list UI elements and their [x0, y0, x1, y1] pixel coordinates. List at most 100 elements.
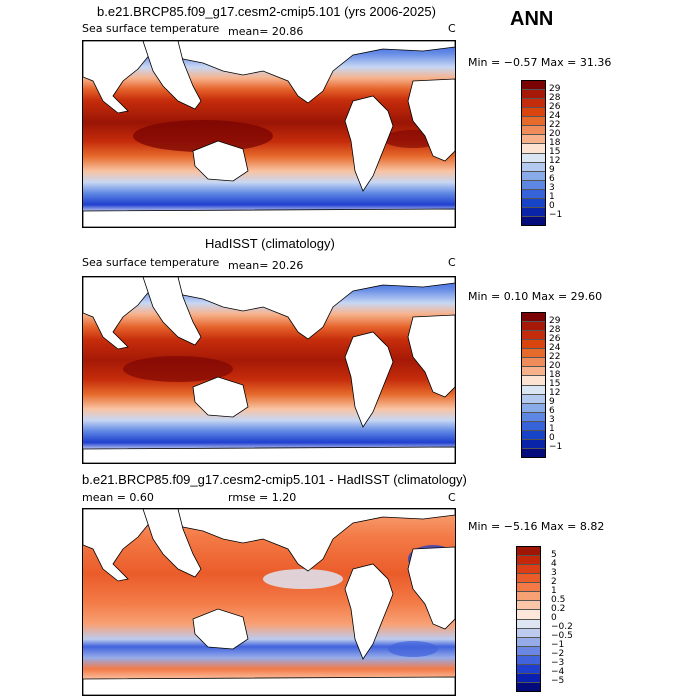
colorbar-segment [522, 403, 545, 413]
colorbar-segment [522, 171, 545, 181]
panel3-diff-map [82, 508, 456, 696]
colorbar-segment [522, 367, 545, 377]
colorbar-tick-label: 2 [551, 577, 557, 587]
colorbar-tick-label: 5 [551, 550, 557, 560]
panel2-variable-label: Sea surface temperature [82, 256, 220, 269]
panel3-cool-patch [263, 569, 343, 589]
colorbar-tick-label: 29 [549, 84, 561, 94]
colorbar-tick-label: 22 [549, 352, 561, 362]
colorbar-tick-label: 26 [549, 334, 561, 344]
colorbar-segment [522, 144, 545, 154]
panel1-sst-map [82, 40, 456, 228]
colorbar-tick-label: 0 [551, 613, 557, 623]
colorbar-segment [522, 448, 545, 457]
australia-land [192, 140, 249, 182]
colorbar-tick-label: 1 [549, 192, 555, 202]
colorbar-segment [522, 313, 545, 323]
colorbar-tick-label: 0 [549, 201, 555, 211]
panel1-warm-pool [133, 120, 273, 152]
antarctica-land [83, 208, 455, 227]
colorbar-tick-label: 18 [549, 138, 561, 148]
panel1-map-svg [83, 41, 455, 227]
colorbar-tick-label: 28 [549, 325, 561, 335]
panel2-land [83, 277, 455, 463]
colorbar-tick-label: 3 [549, 415, 555, 425]
colorbar-segment [517, 628, 540, 638]
colorbar-tick-label: −1 [549, 442, 563, 452]
asia-east-land [142, 509, 202, 578]
colorbar-segment [522, 358, 545, 368]
panel3-south-atlantic-cold [388, 641, 438, 657]
colorbar-tick-label: −0.5 [551, 631, 573, 641]
colorbar-tick-label: 20 [549, 129, 561, 139]
south-america-land [344, 95, 394, 192]
colorbar-segment [522, 117, 545, 127]
colorbar-tick-label: 4 [551, 559, 557, 569]
colorbar-segment [522, 180, 545, 190]
australia-land [192, 376, 249, 418]
colorbar-segment [522, 349, 545, 359]
colorbar-tick-label: 18 [549, 370, 561, 380]
colorbar-segment [522, 430, 545, 440]
colorbar-segment [522, 394, 545, 404]
colorbar-tick-label: 15 [549, 147, 561, 157]
panel2-map-svg [83, 277, 455, 463]
colorbar-tick-label: 0.5 [551, 595, 566, 605]
colorbar-segment [522, 412, 545, 422]
antarctica-land [83, 446, 455, 463]
africa-land [407, 314, 455, 398]
panel1-mean-label: mean= 20.86 [228, 25, 304, 38]
panel3-land [83, 509, 455, 695]
panel3-units-label: C [448, 491, 456, 504]
colorbar-tick-label: −1 [549, 210, 563, 220]
panel2-sst-map [82, 276, 456, 464]
eurasia-na-land [167, 41, 455, 104]
colorbar-tick-label: 20 [549, 361, 561, 371]
colorbar-segment [522, 189, 545, 199]
colorbar-segment [522, 198, 545, 208]
colorbar-tick-label: 9 [549, 397, 555, 407]
panel3-rmse-label: rmse = 1.20 [228, 491, 297, 504]
panel1-units-label: C [448, 22, 456, 35]
panel1-variable-label: Sea surface temperature [82, 22, 220, 35]
panel3-map-svg [83, 509, 455, 695]
colorbar-tick-label: 0.2 [551, 604, 566, 614]
colorbar-segment [522, 340, 545, 350]
colorbar-segment [522, 126, 545, 136]
africa-land [407, 546, 455, 630]
colorbar-tick-label: 28 [549, 93, 561, 103]
colorbar-tick-label: 9 [549, 165, 555, 175]
africa-land [407, 78, 455, 162]
colorbar-segment [522, 90, 545, 100]
colorbar-segment [517, 592, 540, 602]
colorbar-segment [517, 664, 540, 674]
panel2-title: HadISST (climatology) [205, 236, 335, 251]
eurasia-na-land [167, 277, 455, 340]
colorbar-segment [522, 162, 545, 172]
colorbar-segment [517, 565, 540, 575]
colorbar-segment [522, 135, 545, 145]
colorbar-tick-label: 0 [549, 433, 555, 443]
australia-land [192, 608, 249, 650]
colorbar-segment [522, 376, 545, 386]
colorbar-segment [522, 421, 545, 431]
colorbar-tick-label: 1 [549, 424, 555, 434]
colorbar-tick-label: −4 [551, 667, 565, 677]
colorbar-segment [517, 547, 540, 557]
panel2-colorbar [521, 312, 546, 458]
panel3-title: b.e21.BRCP85.f09_g17.cesm2-cmip5.101 - H… [82, 472, 467, 487]
colorbar-tick-label: 12 [549, 156, 561, 166]
colorbar-segment [522, 322, 545, 332]
antarctica-land [83, 676, 455, 695]
colorbar-tick-label: −2 [551, 649, 565, 659]
panel3-colorbar-ticks: 5 4 3 2 1 0.5 0.2 0 −0.2 −0.5 −1 −2 −3 −… [551, 546, 596, 690]
panel3-colorbar [516, 546, 541, 692]
panel3-mean-label: mean = 0.60 [82, 491, 154, 504]
colorbar-segment [522, 81, 545, 91]
colorbar-segment [522, 153, 545, 163]
panel1-colorbar-ticks: 29 28 26 24 22 20 18 15 12 9 6 3 1 0 −1 [549, 80, 589, 224]
colorbar-tick-label: −0.2 [551, 622, 573, 632]
south-america-land [344, 331, 394, 428]
colorbar-tick-label: 26 [549, 102, 561, 112]
colorbar-tick-label: 6 [549, 174, 555, 184]
